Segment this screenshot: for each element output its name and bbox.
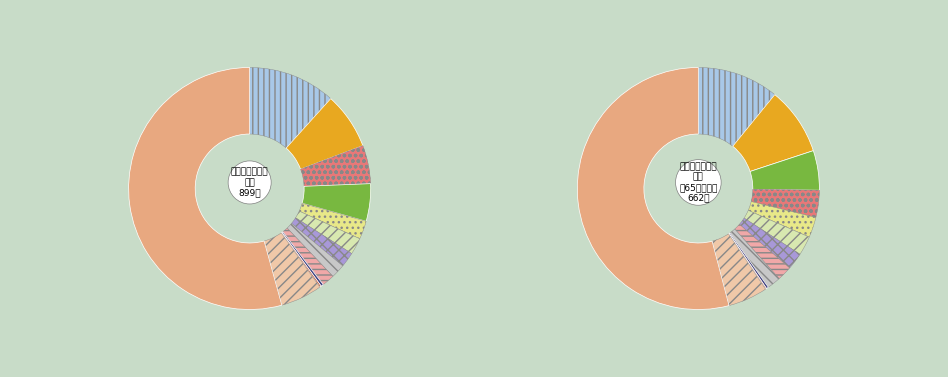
Wedge shape xyxy=(739,218,800,268)
Wedge shape xyxy=(735,224,790,279)
Wedge shape xyxy=(129,67,282,310)
Wedge shape xyxy=(744,210,810,254)
Wedge shape xyxy=(699,67,775,146)
Wedge shape xyxy=(750,151,819,190)
Wedge shape xyxy=(292,218,352,266)
Text: 住宅火災による
死者
899人: 住宅火災による 死者 899人 xyxy=(231,167,268,197)
Wedge shape xyxy=(712,234,766,306)
Wedge shape xyxy=(286,99,363,169)
Wedge shape xyxy=(729,233,767,289)
Wedge shape xyxy=(283,228,333,285)
Wedge shape xyxy=(282,233,321,287)
Wedge shape xyxy=(301,146,371,186)
Wedge shape xyxy=(264,233,319,305)
Wedge shape xyxy=(751,189,819,218)
Text: 住宅火災による
死者
（65歳以上）
662人: 住宅火災による 死者 （65歳以上） 662人 xyxy=(679,162,718,202)
Wedge shape xyxy=(730,229,779,287)
Wedge shape xyxy=(577,67,729,310)
Wedge shape xyxy=(733,95,813,172)
Wedge shape xyxy=(729,233,769,288)
Wedge shape xyxy=(296,211,360,254)
Wedge shape xyxy=(302,184,371,221)
Wedge shape xyxy=(300,203,366,239)
Wedge shape xyxy=(287,223,343,276)
Wedge shape xyxy=(282,232,323,286)
Wedge shape xyxy=(748,202,816,237)
Wedge shape xyxy=(249,67,331,148)
